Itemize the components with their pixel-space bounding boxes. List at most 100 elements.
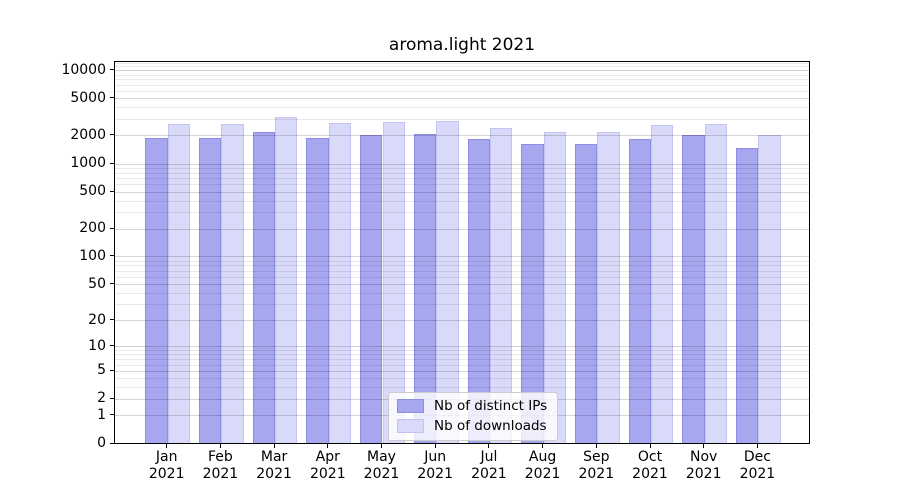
legend-label: Nb of downloads [434, 418, 547, 434]
bar-aug-downloads [543, 131, 566, 443]
bar-may-downloads [382, 121, 405, 443]
gridline-major [115, 228, 809, 230]
y-tick-mark [110, 319, 114, 321]
gridline-minor [115, 364, 809, 366]
legend-entry: Nb of distinct IPs [397, 398, 547, 414]
x-tick-label-nov: Nov 2021 [685, 449, 722, 482]
y-tick-mark [110, 227, 114, 229]
x-tick-label-sep: Sep 2021 [578, 449, 615, 482]
bar-feb-ips [199, 138, 222, 443]
x-tick-mark [542, 444, 544, 448]
bar-jan-ips [145, 137, 168, 443]
gridline-minor [115, 74, 809, 76]
bar-mar-downloads [275, 117, 298, 443]
gridline-minor [115, 107, 809, 109]
y-tick-label: 2000 [70, 126, 106, 143]
bar-dec-downloads [758, 135, 781, 443]
gridline-major [115, 256, 809, 258]
y-tick-label: 0 [97, 435, 106, 451]
bar-jun-ips [413, 133, 437, 443]
bar-jul-downloads [489, 128, 513, 443]
x-tick-label-dec: Dec 2021 [739, 449, 776, 482]
bar-feb-downloads [221, 123, 244, 443]
x-tick-label-oct: Oct 2021 [632, 449, 668, 482]
y-tick-label: 1000 [70, 155, 106, 172]
legend: Nb of distinct IPs Nb of downloads [388, 392, 559, 441]
bar-jan-downloads [167, 123, 191, 443]
bar-apr-ips [306, 137, 329, 443]
gridline-major [115, 284, 809, 286]
y-tick-label: 1 [97, 406, 106, 423]
bar-oct-ips [628, 138, 651, 443]
gridline-minor [115, 293, 809, 295]
gridline-minor [115, 350, 809, 352]
y-tick-mark [110, 369, 114, 371]
gridline-minor [115, 119, 809, 121]
legend-swatch-downloads [397, 419, 424, 433]
bar-sep-downloads [597, 131, 620, 443]
y-tick-label: 50 [88, 275, 106, 292]
y-tick-label: 500 [79, 183, 106, 200]
plot-area: Nb of distinct IPs Nb of downloads [114, 61, 810, 444]
x-tick-label-aug: Aug 2021 [524, 449, 561, 482]
gridline-minor [115, 79, 809, 81]
gridline-major [115, 163, 809, 165]
bar-dec-ips [736, 148, 759, 443]
chart-title: aroma.light 2021 [388, 35, 536, 55]
gridline-minor [115, 387, 809, 389]
gridline-minor [115, 359, 809, 361]
gridline-major [115, 98, 809, 100]
bar-oct-downloads [651, 124, 674, 443]
y-tick-mark [110, 345, 114, 347]
x-tick-mark [595, 444, 597, 448]
y-tick-label: 200 [79, 220, 106, 237]
y-tick-label: 10 [88, 337, 106, 354]
gridline-major [115, 346, 809, 348]
bar-nov-ips [682, 135, 705, 443]
x-tick-mark [166, 444, 168, 448]
gridline-minor [115, 62, 809, 64]
gridline-minor [115, 270, 809, 272]
gridline-minor [115, 90, 809, 92]
gridline-minor [115, 378, 809, 380]
gridline-major [115, 70, 809, 72]
gridline-minor [115, 172, 809, 174]
y-tick-label: 5000 [70, 89, 106, 106]
y-tick-mark [110, 283, 114, 285]
gridline-minor [115, 200, 809, 202]
gridline-minor [115, 66, 809, 68]
x-tick-mark [327, 444, 329, 448]
gridline-minor [115, 354, 809, 356]
gridline-major [115, 370, 809, 372]
y-tick-label: 10000 [61, 61, 106, 78]
gridline-minor [115, 304, 809, 306]
bar-sep-ips [574, 144, 598, 443]
gridline-minor [115, 212, 809, 214]
gridline-minor [115, 84, 809, 86]
legend-swatch-ips [397, 399, 424, 413]
x-tick-mark [649, 444, 651, 448]
gridline-minor [115, 167, 809, 169]
y-tick-label: 100 [79, 247, 106, 264]
x-tick-mark [273, 444, 275, 448]
gridline-minor [115, 177, 809, 179]
gridline-minor [115, 276, 809, 278]
x-tick-mark [381, 444, 382, 448]
x-tick-label-apr: Apr 2021 [309, 449, 346, 482]
x-tick-mark [219, 444, 221, 448]
bar-apr-downloads [328, 123, 352, 443]
bar-jul-ips [467, 139, 490, 443]
x-tick-label-mar: Mar 2021 [256, 449, 292, 482]
bar-nov-downloads [704, 123, 728, 443]
gridline-minor [115, 260, 809, 262]
bar-aug-ips [521, 144, 544, 443]
bar-may-ips [360, 135, 383, 443]
x-tick-label-jul: Jul 2021 [471, 449, 507, 482]
legend-entry: Nb of downloads [397, 418, 547, 434]
y-tick-mark [110, 134, 114, 136]
x-tick-label-jun: Jun 2021 [417, 449, 453, 482]
gridline-major [115, 320, 809, 322]
gridline-major [115, 135, 809, 137]
y-tick-mark [110, 190, 114, 192]
